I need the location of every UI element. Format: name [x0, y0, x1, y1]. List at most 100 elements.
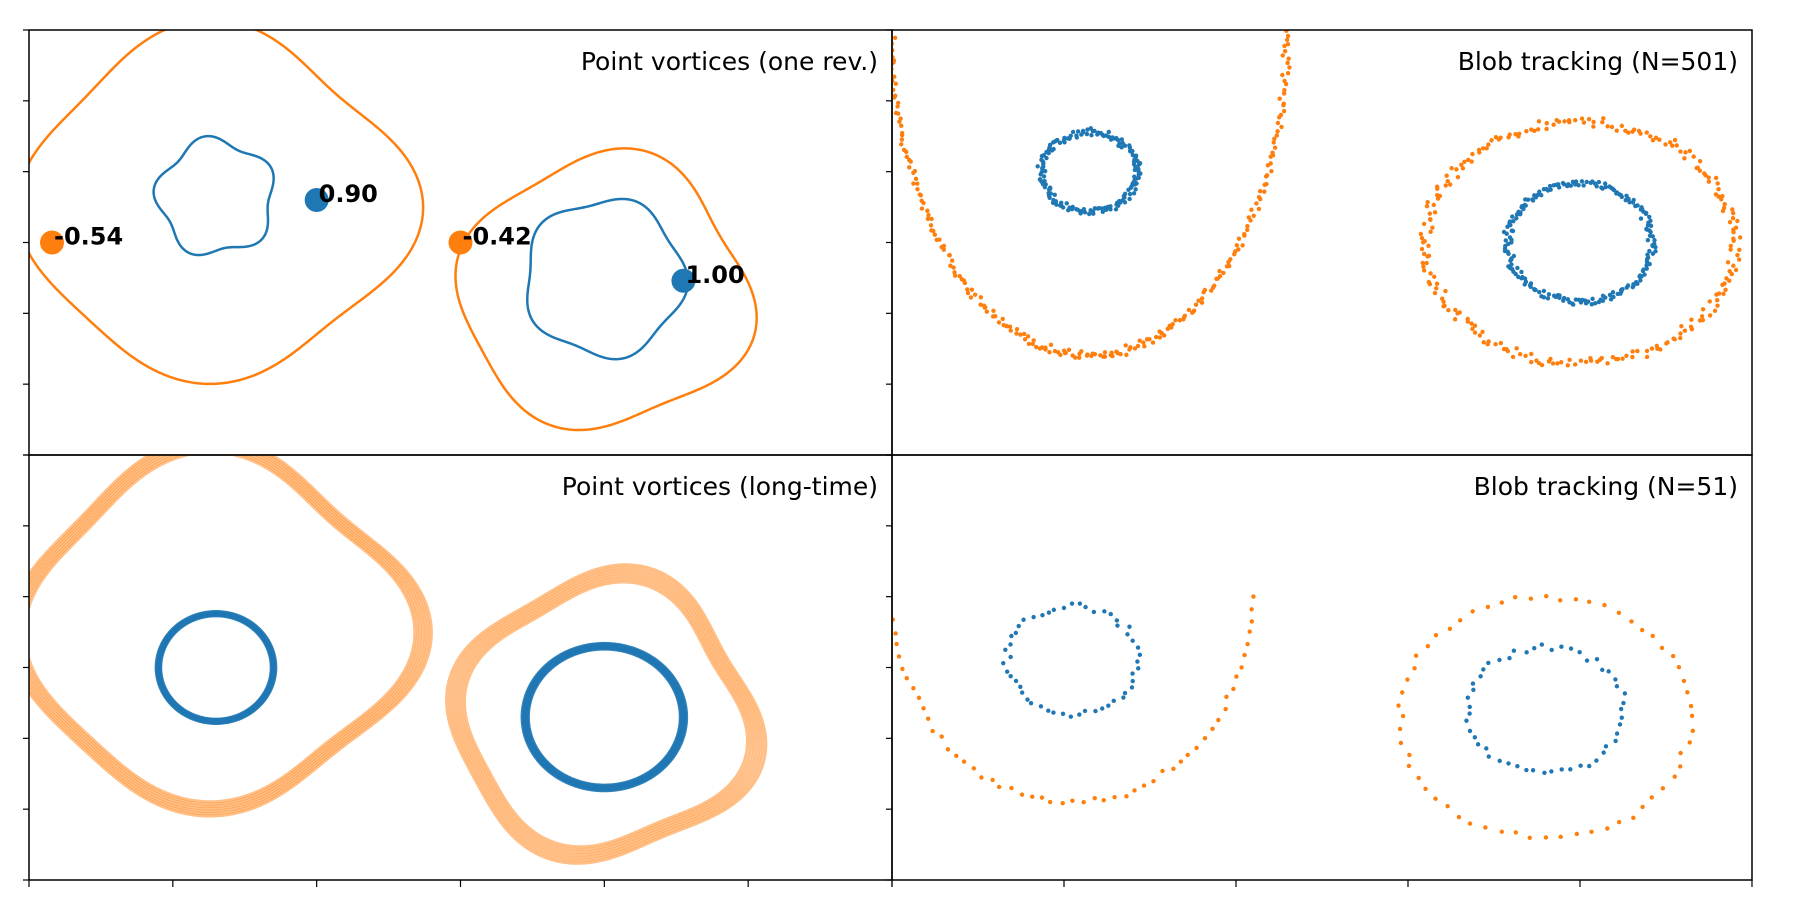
scatter-point-orange — [1039, 795, 1045, 800]
scatter-point-blue — [1614, 731, 1620, 736]
scatter-point-blue — [1592, 301, 1598, 306]
scatter-point-orange — [1690, 728, 1695, 734]
scatter-point-blue — [1053, 199, 1059, 204]
scatter-point-blue — [1541, 186, 1547, 192]
scatter-point-orange — [892, 74, 897, 79]
scatter-point-blue — [1627, 200, 1632, 205]
scatter-point-orange — [1424, 260, 1429, 266]
scatter-point-orange — [925, 208, 930, 213]
scatter-point-orange — [1524, 129, 1529, 134]
scatter-point-orange — [1663, 142, 1668, 147]
scatter-point-orange — [1477, 333, 1483, 338]
scatter-point-orange — [996, 320, 1002, 325]
vortex-marker-blue — [304, 188, 329, 212]
scatter-point-orange — [1272, 145, 1278, 150]
scatter-point-blue — [1127, 143, 1132, 148]
scatter-point-blue — [1568, 767, 1573, 772]
scatter-point-orange — [1007, 324, 1013, 329]
scatter-point-blue — [1127, 196, 1132, 202]
scatter-point-orange — [911, 170, 916, 175]
scatter-point-orange — [1591, 124, 1596, 129]
scatter-point-orange — [1672, 137, 1678, 143]
scatter-point-orange — [1730, 207, 1735, 212]
scatter-point-orange — [1212, 283, 1217, 288]
scatter-point-blue — [1547, 183, 1553, 189]
series-band-orange-2-6 — [445, 563, 768, 865]
scatter-point-blue — [1589, 302, 1595, 307]
scatter-point-blue — [1484, 746, 1489, 751]
scatter-point-orange — [1469, 321, 1474, 326]
scatter-point-orange — [1009, 785, 1014, 791]
scatter-point-orange — [1616, 819, 1622, 825]
scatter-point-orange — [1285, 33, 1291, 39]
scatter-point-orange — [1558, 598, 1563, 603]
series-band-blue-3-2 — [524, 645, 684, 789]
scatter-point-blue — [1521, 206, 1526, 212]
scatter-point-orange — [1620, 356, 1625, 361]
scatter-point-orange — [897, 119, 902, 124]
scatter-point-blue — [1588, 180, 1593, 186]
scatter-point-orange — [1000, 316, 1005, 322]
scatter-point-orange — [1498, 340, 1504, 346]
scatter-point-orange — [1194, 745, 1199, 751]
scatter-point-orange — [1423, 786, 1428, 791]
scatter-point-orange — [1047, 349, 1052, 355]
vortex-strength-label: -0.54 — [54, 223, 123, 251]
scatter-point-orange — [1427, 281, 1433, 287]
scatter-point-blue — [1642, 272, 1647, 277]
scatter-point-orange — [1544, 126, 1549, 132]
vortex-marker-orange — [448, 230, 473, 255]
series-band-blue-3-0 — [526, 647, 682, 787]
scatter-point-blue — [1622, 691, 1628, 696]
scatter-point-blue — [1111, 698, 1116, 704]
scatter-point-orange — [1583, 359, 1589, 365]
scatter-point-orange — [939, 734, 944, 739]
panel-top-left: -0.54 0.90 -0.42 1.00 Point vortices (one r… — [23, 29, 893, 456]
scatter-point-blue — [1524, 767, 1529, 773]
scatter-point-orange — [1716, 291, 1722, 296]
scatter-point-orange — [1400, 690, 1405, 695]
scatter-point-orange — [1586, 116, 1592, 122]
scatter-point-blue — [1133, 187, 1138, 192]
scatter-point-orange — [1601, 116, 1606, 121]
scatter-point-orange — [895, 104, 900, 109]
scatter-point-orange — [1102, 350, 1108, 355]
scatter-point-blue — [1528, 284, 1533, 290]
scatter-point-orange — [1185, 752, 1190, 758]
scatter-point-blue — [1018, 684, 1023, 689]
scatter-point-orange — [1400, 713, 1406, 719]
scatter-point-orange — [1689, 317, 1694, 322]
scatter-point-orange — [1257, 188, 1263, 194]
scatter-point-blue — [1066, 207, 1071, 213]
vortex-strength-label: 1.00 — [685, 261, 744, 289]
scatter-point-orange — [1691, 154, 1696, 159]
scatter-point-orange — [1678, 750, 1683, 756]
scatter-point-blue — [1060, 711, 1066, 716]
scatter-point-orange — [1731, 263, 1736, 268]
scatter-point-blue — [1044, 155, 1049, 161]
scatter-point-orange — [990, 777, 995, 783]
scatter-point-orange — [1102, 354, 1108, 359]
scatter-point-blue — [1600, 667, 1605, 673]
scatter-point-orange — [1281, 101, 1286, 106]
scatter-point-blue — [1079, 132, 1084, 137]
scatter-point-blue — [1108, 204, 1113, 209]
scatter-point-orange — [1014, 327, 1020, 332]
scatter-point-blue — [1040, 613, 1045, 618]
scatter-point-orange — [930, 728, 935, 734]
scatter-point-blue — [1129, 685, 1135, 690]
scatter-point-blue — [1614, 684, 1620, 689]
scatter-point-orange — [1599, 355, 1604, 361]
scatter-point-blue — [1041, 174, 1047, 179]
scatter-point-blue — [1077, 712, 1082, 717]
scatter-point-orange — [1721, 205, 1727, 211]
scatter-point-blue — [1132, 174, 1137, 179]
scatter-point-orange — [1227, 263, 1232, 269]
scatter-point-blue — [1116, 203, 1121, 208]
scatter-point-orange — [1731, 236, 1736, 241]
scatter-point-orange — [1063, 350, 1068, 356]
scatter-point-blue — [1130, 671, 1135, 676]
scatter-point-orange — [1445, 803, 1450, 809]
scatter-point-blue — [1507, 655, 1512, 661]
scatter-point-orange — [1427, 211, 1433, 216]
